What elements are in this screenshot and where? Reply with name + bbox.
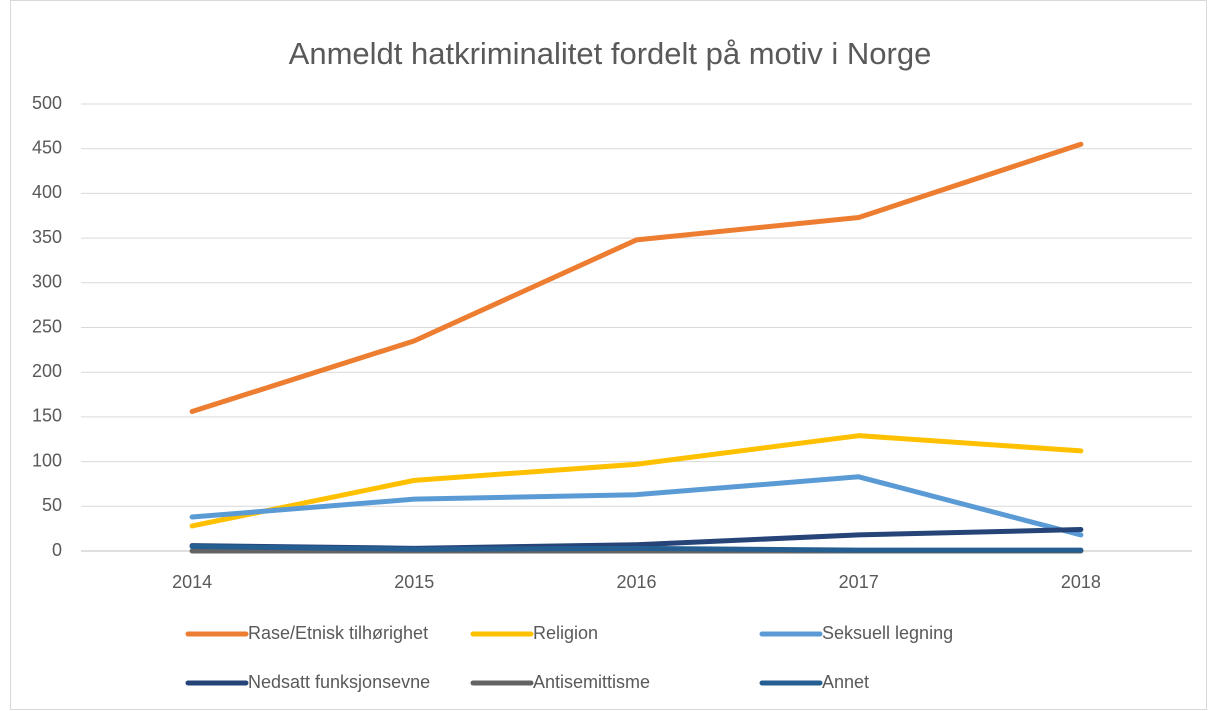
x-tick-label: 2015 (394, 572, 434, 592)
y-tick-label: 200 (32, 361, 62, 381)
legend-label: Rase/Etnisk tilhørighet (248, 623, 428, 643)
chart-title: Anmeldt hatkriminalitet fordelt på motiv… (289, 36, 932, 71)
y-tick-label: 100 (32, 450, 62, 470)
legend-label: Seksuell legning (822, 623, 953, 643)
y-tick-label: 0 (52, 540, 62, 560)
y-tick-label: 400 (32, 182, 62, 202)
legend-label: Antisemittisme (533, 672, 650, 692)
y-tick-label: 350 (32, 227, 62, 247)
series-line (189, 544, 1084, 553)
y-tick-label: 500 (32, 93, 62, 113)
x-tick-label: 2014 (172, 572, 212, 592)
series-line (189, 433, 1084, 529)
series-line (189, 141, 1084, 415)
series-line (189, 474, 1084, 538)
chart-border (10, 0, 1207, 710)
x-tick-label: 2017 (839, 572, 879, 592)
y-tick-label: 450 (32, 137, 62, 157)
x-tick-label: 2016 (616, 572, 656, 592)
y-tick-label: 250 (32, 316, 62, 336)
y-tick-label: 150 (32, 406, 62, 426)
y-tick-label: 50 (42, 495, 62, 515)
y-tick-label: 300 (32, 272, 62, 292)
legend-label: Religion (533, 623, 598, 643)
legend-label: Nedsatt funksjonsevne (248, 672, 430, 692)
x-tick-label: 2018 (1061, 572, 1101, 592)
legend-label: Annet (822, 672, 869, 692)
